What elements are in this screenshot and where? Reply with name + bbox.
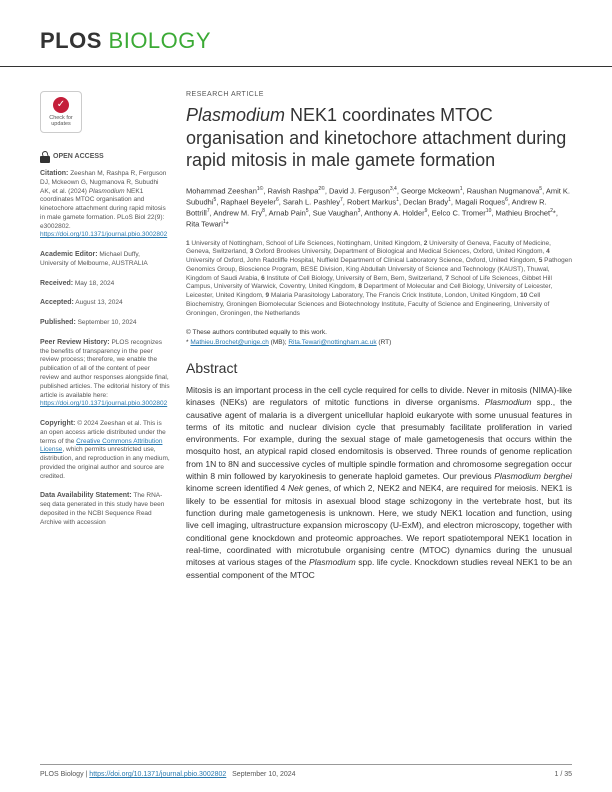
corresponding-note: * Mathieu.Brochet@unige.ch (MB); Rita.Te… bbox=[186, 338, 572, 348]
peer-review-block: Peer Review History: PLOS recognizes the… bbox=[40, 338, 170, 409]
affiliations: 1 University of Nottingham, School of Li… bbox=[186, 240, 572, 319]
crossmark-icon: ✓ bbox=[53, 97, 69, 113]
main-layout: ✓ Check for updates OPEN ACCESS Citation… bbox=[0, 67, 612, 581]
sidebar: ✓ Check for updates OPEN ACCESS Citation… bbox=[40, 91, 170, 581]
copyright-block: Copyright: © 2024 Zeeshan et al. This is… bbox=[40, 419, 170, 481]
article-content: RESEARCH ARTICLE Plasmodium NEK1 coordin… bbox=[186, 91, 572, 581]
author-notes: © These authors contributed equally to t… bbox=[186, 328, 572, 348]
received-label: Received: bbox=[40, 280, 73, 287]
accepted-block: Accepted: August 13, 2024 bbox=[40, 298, 170, 308]
equal-contrib-note: © These authors contributed equally to t… bbox=[186, 328, 572, 338]
journal-logo: PLOS BIOLOGY bbox=[40, 28, 572, 54]
logo-plos: PLOS bbox=[40, 28, 102, 53]
citation-label: Citation: bbox=[40, 170, 68, 177]
journal-header: PLOS BIOLOGY bbox=[0, 0, 612, 67]
received-date: May 18, 2024 bbox=[75, 280, 114, 287]
article-type: RESEARCH ARTICLE bbox=[186, 91, 572, 98]
abstract-heading: Abstract bbox=[186, 360, 572, 376]
check-updates-label: Check for updates bbox=[41, 115, 81, 127]
data-availability-label: Data Availability Statement: bbox=[40, 492, 132, 499]
data-availability-block: Data Availability Statement: The RNA-seq… bbox=[40, 491, 170, 527]
received-block: Received: May 18, 2024 bbox=[40, 279, 170, 289]
peer-review-label: Peer Review History: bbox=[40, 339, 110, 346]
lock-open-icon bbox=[40, 151, 50, 163]
article-title: Plasmodium NEK1 coordinates MTOC organis… bbox=[186, 104, 572, 172]
peer-review-text: PLOS recognizes the benefits of transpar… bbox=[40, 339, 170, 399]
citation-doi-link[interactable]: https://doi.org/10.1371/journal.pbio.300… bbox=[40, 231, 167, 238]
open-access-label: OPEN ACCESS bbox=[53, 152, 104, 161]
peer-review-link[interactable]: https://doi.org/10.1371/journal.pbio.300… bbox=[40, 400, 167, 407]
logo-biology: BIOLOGY bbox=[109, 28, 212, 53]
citation-block: Citation: Zeeshan M, Rashpa R, Ferguson … bbox=[40, 169, 170, 240]
footer-left: PLOS Biology | https://doi.org/10.1371/j… bbox=[40, 771, 296, 778]
accepted-date: August 13, 2024 bbox=[75, 299, 122, 306]
abstract-text: Mitosis is an important process in the c… bbox=[186, 384, 572, 581]
editor-label: Academic Editor: bbox=[40, 251, 98, 258]
footer-page-number: 1 / 35 bbox=[554, 771, 572, 778]
published-label: Published: bbox=[40, 319, 76, 326]
citation-text: Zeeshan M, Rashpa R, Ferguson DJ, Mckeow… bbox=[40, 170, 166, 230]
accepted-label: Accepted: bbox=[40, 299, 74, 306]
published-block: Published: September 10, 2024 bbox=[40, 318, 170, 328]
copyright-label: Copyright: bbox=[40, 420, 75, 427]
page-footer: PLOS Biology | https://doi.org/10.1371/j… bbox=[40, 764, 572, 778]
open-access-badge: OPEN ACCESS bbox=[40, 151, 170, 163]
check-updates-badge[interactable]: ✓ Check for updates bbox=[40, 91, 82, 133]
author-list: Mohammad Zeeshan1©, Ravish Rashpa2©, Dav… bbox=[186, 186, 572, 230]
published-date: September 10, 2024 bbox=[78, 319, 137, 326]
editor-block: Academic Editor: Michael Duffy, Universi… bbox=[40, 250, 170, 269]
